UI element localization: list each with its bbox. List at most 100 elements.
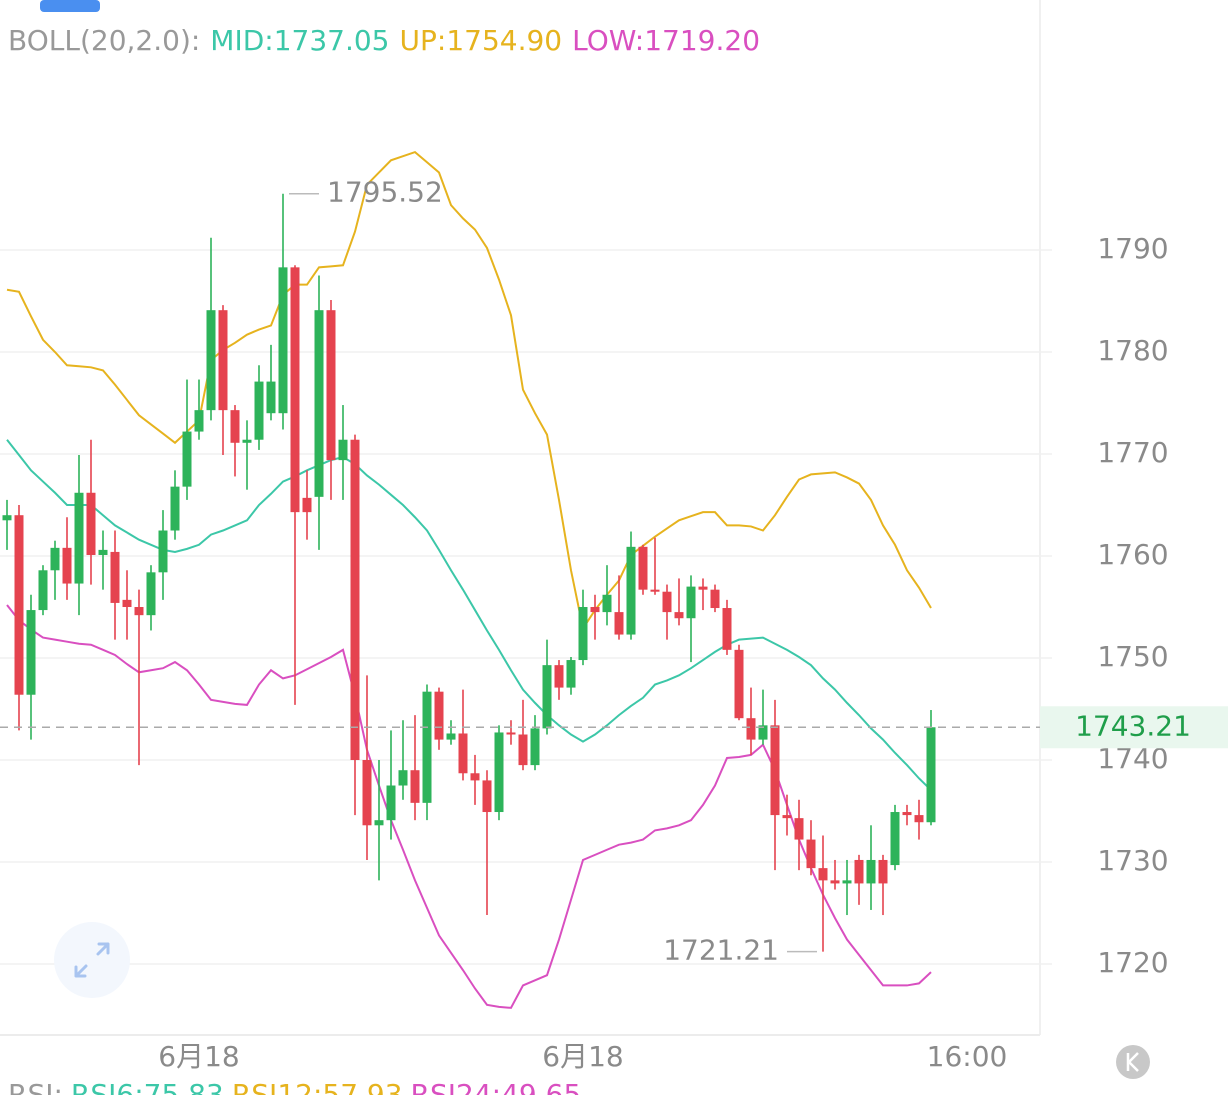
candle-body — [746, 718, 756, 740]
candle-body — [218, 310, 228, 411]
candle-body — [494, 732, 504, 813]
candle-body — [206, 310, 216, 411]
rsi-entry: RSI6:75.83 — [71, 1078, 224, 1095]
candle-body — [758, 725, 768, 740]
x-tick-label: 6月18 — [542, 1040, 623, 1073]
boll-lines — [6, 150, 932, 1009]
candle-body — [890, 812, 900, 866]
candle-body — [470, 773, 480, 781]
candle-body — [122, 599, 132, 608]
candle-body — [482, 780, 492, 813]
y-tick-label: 1730 — [1097, 844, 1168, 877]
high-annotation: 1795.52 — [327, 176, 443, 209]
candle-body — [866, 859, 876, 884]
boll-line — [6, 604, 932, 1009]
candle-body — [290, 267, 300, 513]
candle-body — [614, 612, 624, 635]
candle-body — [770, 725, 780, 816]
candle-body — [98, 549, 108, 555]
candle-body — [398, 770, 408, 786]
legend-entry: LOW:1719.20 — [572, 24, 760, 57]
candle-body — [734, 649, 744, 719]
tab-indicator[interactable] — [40, 0, 100, 12]
rsi-entry: RSI24:49.65 — [411, 1078, 582, 1095]
candle-body — [602, 594, 612, 613]
candle-body — [266, 381, 276, 414]
candle-body — [506, 732, 516, 735]
candle-body — [518, 734, 528, 766]
candle-body — [86, 492, 96, 555]
legend-entry: MID:1737.05 — [210, 24, 389, 57]
candle-body — [902, 812, 912, 816]
candle-body — [134, 607, 144, 616]
y-tick-label: 1780 — [1097, 334, 1168, 367]
candle-body — [818, 868, 828, 881]
last-price-label: 1743.21 — [1075, 709, 1191, 742]
candle-body — [74, 492, 84, 584]
candle-body — [14, 515, 24, 695]
candle-body — [542, 665, 552, 729]
candle-body — [374, 820, 384, 826]
candle-body — [578, 607, 588, 661]
candle-body — [182, 431, 192, 487]
candle-body — [434, 691, 444, 740]
candle-body — [170, 486, 180, 531]
rsi-legend: RSI: RSI6:75.83 RSI12:57.93 RSI24:49.65 — [8, 1078, 581, 1095]
low-annotation: 1721.21 — [663, 934, 779, 967]
candle-body — [782, 815, 792, 819]
candle-body — [62, 547, 72, 584]
y-tick-label: 1790 — [1097, 232, 1168, 265]
candle-body — [458, 733, 468, 774]
candle-body — [446, 733, 456, 740]
candle-body — [638, 546, 648, 590]
legend: BOLL(20,2.0): MID:1737.05 UP:1754.90 LOW:17… — [8, 24, 760, 57]
k-button[interactable] — [1116, 1045, 1150, 1079]
candle-body — [26, 610, 36, 695]
candles — [2, 193, 936, 952]
candle-body — [362, 760, 372, 826]
candle-body — [110, 551, 120, 603]
candle-body — [230, 410, 240, 443]
candle-body — [878, 859, 888, 884]
rsi-entry: RSI: — [8, 1078, 63, 1095]
candle-body — [566, 660, 576, 688]
y-tick-label: 1720 — [1097, 946, 1168, 979]
candle-body — [302, 497, 312, 513]
candle-body — [194, 410, 204, 432]
x-tick-label: 6月18 — [158, 1040, 239, 1073]
candle-body — [278, 267, 288, 414]
candle-body — [242, 439, 252, 443]
y-tick-label: 1760 — [1097, 538, 1168, 571]
candle-body — [914, 815, 924, 823]
candle-body — [50, 547, 60, 571]
candle-body — [710, 589, 720, 609]
candle-body — [410, 770, 420, 803]
candle-body — [314, 310, 324, 497]
candle-body — [926, 727, 936, 823]
candle-body — [422, 691, 432, 803]
candle-body — [722, 608, 732, 650]
indicator-label: BOLL(20,2.0): — [8, 24, 200, 57]
candle-body — [662, 591, 672, 613]
rsi-entry: RSI12:57.93 — [232, 1078, 403, 1095]
candle-body — [254, 381, 264, 440]
y-tick-label: 1770 — [1097, 436, 1168, 469]
y-tick-label: 1750 — [1097, 640, 1168, 673]
boll-line — [6, 150, 932, 632]
candle-body — [626, 546, 636, 635]
x-tick-label: 16:00 — [927, 1040, 1008, 1073]
legend-entry: UP:1754.90 — [400, 24, 563, 57]
expand-button[interactable] — [54, 922, 130, 998]
candle-body — [554, 665, 564, 688]
candle-body — [158, 530, 168, 573]
candle-body — [674, 612, 684, 619]
candle-body — [38, 570, 48, 611]
candle-body — [806, 839, 816, 869]
candle-body — [326, 310, 336, 461]
candle-body — [146, 572, 156, 616]
candle-body — [2, 515, 12, 521]
candle-body — [650, 589, 660, 592]
candle-body — [794, 818, 804, 840]
